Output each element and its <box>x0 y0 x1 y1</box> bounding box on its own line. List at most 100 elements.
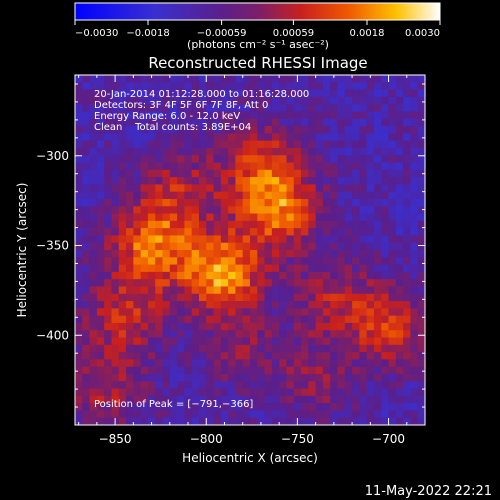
heatmap-cell <box>344 118 353 127</box>
heatmap-cell <box>381 96 389 105</box>
heatmap-cell <box>133 140 142 149</box>
heatmap-cell <box>293 264 302 273</box>
heatmap-cell <box>410 271 419 280</box>
heatmap-cell <box>155 147 163 156</box>
heatmap-cell <box>169 104 178 112</box>
heatmap-cell <box>96 250 105 258</box>
heatmap-cell <box>177 96 185 105</box>
heatmap-cell <box>242 104 251 112</box>
heatmap-cell <box>89 184 98 193</box>
heatmap-cell <box>169 366 178 375</box>
heatmap-cell <box>104 96 112 105</box>
heatmap-cell <box>293 242 302 251</box>
heatmap-cell <box>96 381 105 389</box>
heatmap-cell <box>133 308 142 317</box>
heatmap-cell <box>228 104 236 112</box>
heatmap-cell <box>395 177 404 185</box>
heatmap-cell <box>388 410 397 419</box>
heatmap-cell <box>366 133 375 142</box>
heatmap-cell <box>330 118 338 127</box>
heatmap-cell <box>235 373 244 382</box>
heatmap-cell <box>359 126 368 134</box>
heatmap-cell <box>177 162 185 171</box>
heatmap-cell <box>301 228 309 236</box>
heatmap-cell <box>330 75 338 83</box>
heatmap-cell <box>359 403 368 411</box>
heatmap-cell <box>169 75 178 83</box>
heatmap-cell <box>271 126 280 134</box>
heatmap-cell <box>388 264 397 273</box>
heatmap-cell <box>337 140 346 149</box>
heatmap-cell <box>366 352 375 360</box>
heatmap-cell <box>359 337 368 346</box>
heatmap-cell <box>330 315 338 324</box>
colorbar: −0.0030 −0.0018 −0.00059 0.00059 0.0018 0.003… <box>74 2 441 51</box>
heatmap-cell <box>388 228 397 236</box>
heatmap-cell <box>242 177 251 185</box>
heatmap-cell <box>96 213 105 222</box>
heatmap-cell <box>366 177 375 185</box>
heatmap-cell <box>140 403 149 411</box>
heatmap-cell <box>257 118 265 127</box>
heatmap-cell <box>381 301 389 309</box>
heatmap-cell <box>220 286 229 295</box>
heatmap-cell <box>308 337 317 346</box>
heatmap-cell <box>169 293 178 302</box>
heatmap-cell <box>308 140 317 149</box>
heatmap-cell <box>89 82 98 90</box>
heatmap-cell <box>126 352 134 360</box>
heatmap-cell <box>140 82 149 90</box>
heatmap-cell <box>337 257 346 265</box>
heatmap-cell <box>315 118 324 127</box>
heatmap-cell <box>169 169 178 178</box>
heatmap-cell <box>177 330 185 338</box>
heatmap-cell <box>198 206 207 214</box>
heatmap-cell <box>242 118 251 127</box>
heatmap-cell <box>89 279 98 287</box>
heatmap-cell <box>301 184 309 193</box>
heatmap-cell <box>206 75 214 83</box>
heatmap-cell <box>330 206 338 214</box>
heatmap-cell <box>206 381 214 389</box>
heatmap-cell <box>344 220 353 229</box>
heatmap-cell <box>220 89 229 98</box>
heatmap-cell <box>206 352 214 360</box>
heatmap-cell <box>395 330 404 338</box>
heatmap-cell <box>315 162 324 171</box>
heatmap-cell <box>228 352 236 360</box>
heatmap-cell <box>381 388 389 397</box>
heatmap-cell <box>96 198 105 207</box>
heatmap-cell <box>133 301 142 309</box>
heatmap-cell <box>89 140 98 149</box>
heatmap-cell <box>75 184 83 193</box>
heatmap-cell <box>140 250 149 258</box>
heatmap-cell <box>206 250 214 258</box>
heatmap-cell <box>308 162 317 171</box>
heatmap-cell <box>220 228 229 236</box>
heatmap-cell <box>308 133 317 142</box>
heatmap-cell <box>155 373 163 382</box>
heatmap-cell <box>344 410 353 419</box>
heatmap-cell <box>228 162 236 171</box>
heatmap-cell <box>191 82 200 90</box>
heatmap-cell <box>235 381 244 389</box>
heatmap-cell <box>359 96 368 105</box>
heatmap-cell <box>250 373 258 382</box>
heatmap-cell <box>279 140 287 149</box>
heatmap-cell <box>75 403 83 411</box>
heatmap-cell <box>322 264 331 273</box>
heatmap-cell <box>140 133 149 142</box>
heatmap-cell <box>410 235 419 244</box>
heatmap-cell <box>403 242 411 251</box>
heatmap-cell <box>126 388 134 397</box>
heatmap-cell <box>257 177 265 185</box>
heatmap-cell <box>322 111 331 120</box>
heatmap-cell <box>133 366 142 375</box>
heatmap-cell <box>279 147 287 156</box>
heatmap-cell <box>111 352 120 360</box>
heatmap-cell <box>366 322 375 331</box>
heatmap-cell <box>228 279 236 287</box>
heatmap-cell <box>198 279 207 287</box>
heatmap-cell <box>82 344 90 353</box>
heatmap-cell <box>220 82 229 90</box>
